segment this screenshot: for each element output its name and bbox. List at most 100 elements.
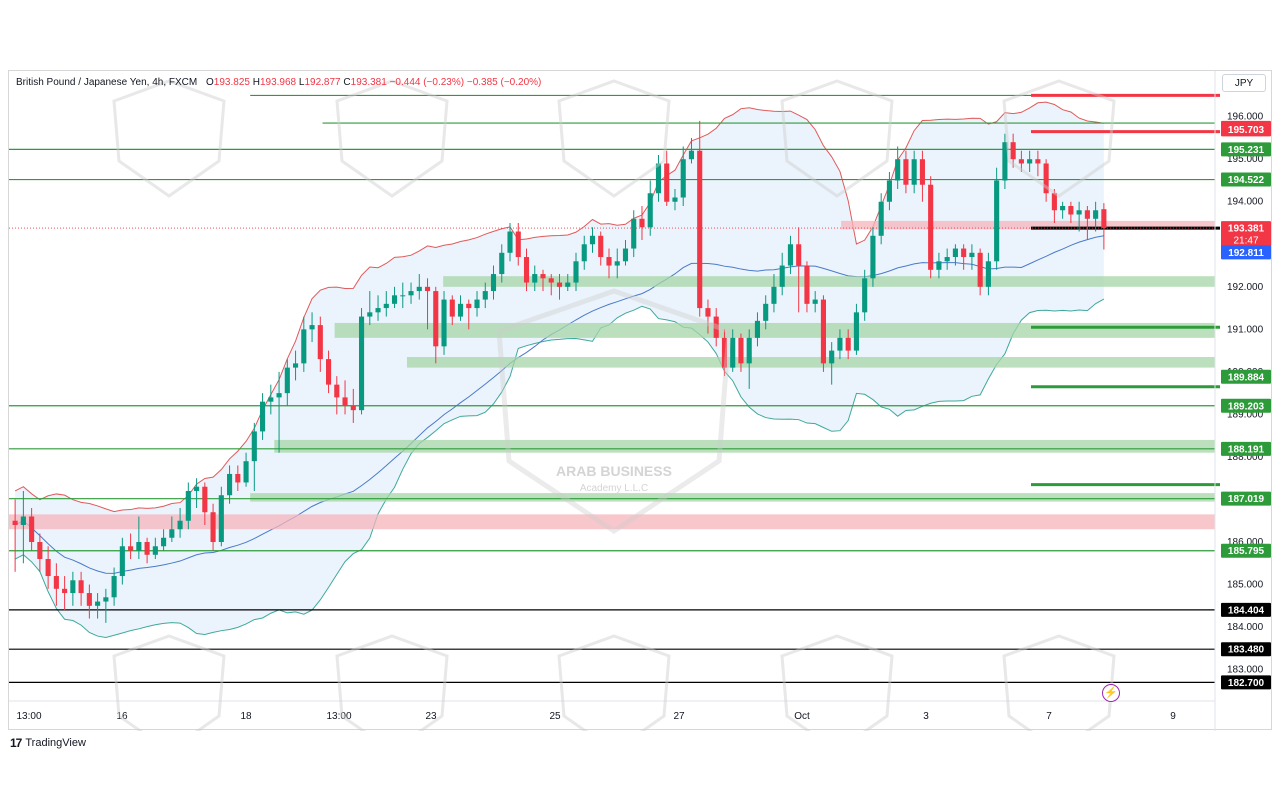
y-tick-11: 185.000 [1227,580,1264,591]
candle-body-49 [416,286,422,292]
candle-body-122 [1018,159,1024,164]
candle-body-115 [961,248,967,258]
candle-body-103 [862,278,868,313]
candle-body-90 [754,320,761,338]
candle-body-94 [787,244,794,266]
x-tick-5: 25 [549,711,561,722]
price-label-bg-11 [1221,602,1271,617]
currency-button[interactable]: JPY [1222,74,1266,92]
y-tick-10: 186.000 [1227,537,1264,548]
price-label-bg-1 [1221,122,1271,137]
price-label-2: 195.231 [1228,145,1265,156]
candle-body-29 [251,431,257,462]
price-label-4: 193.381 [1228,224,1265,235]
candle-body-44 [375,308,381,313]
candle-body-1 [20,516,26,525]
candle-body-19 [169,529,175,538]
candle-body-95 [796,244,802,266]
candle-body-98 [820,299,826,364]
watermark-shield-icon-5 [112,634,226,731]
candle-body-76 [639,218,645,228]
x-tick-6: 27 [673,711,685,722]
candle-body-10 [95,601,101,606]
candle-body-28 [243,461,249,483]
candle-body-61 [515,231,521,258]
candle-body-87 [730,337,736,368]
candle-body-12 [111,576,117,598]
watermark-shield-icon-4 [1002,79,1116,198]
candle-body-0 [12,520,18,525]
candle-body-67 [565,282,571,287]
y-tick-0: 196.000 [1227,112,1264,123]
candle-body-62 [523,257,530,283]
y-tick-8: 188.000 [1227,452,1264,463]
candle-body-25 [218,495,224,543]
candle-body-130 [1084,210,1090,219]
candle-body-99 [829,350,835,364]
candle-body-65 [548,278,554,283]
candle-body-125 [1043,163,1049,194]
price-label-bg-6 [1221,369,1271,384]
candle-body-85 [713,316,719,338]
candle-body-128 [1068,206,1074,215]
watermark-shield-icon-9 [1002,634,1116,731]
candle-body-71 [598,235,604,258]
candle-body-46 [391,295,398,304]
candle-body-38 [325,359,332,385]
change2-value: −0.385 (−0.20%) [466,77,542,88]
candle-body-123 [1027,159,1033,164]
candle-body-129 [1076,210,1082,215]
price-label-1: 195.703 [1228,125,1265,136]
candle-body-43 [367,312,373,317]
low-label: L [298,77,305,88]
candle-body-27 [235,473,241,483]
candle-body-74 [622,248,629,262]
candle-body-81 [680,159,686,198]
candle-body-34 [293,363,299,368]
candle-body-23 [202,486,208,513]
price-label-bg-13 [1221,675,1271,690]
lightning-icon[interactable]: ⚡ [1102,684,1120,702]
watermark-shield-icon-8 [780,634,894,731]
candle-body-59 [499,252,505,275]
price-label-bg-2 [1221,142,1271,157]
x-tick-8: 3 [923,711,929,722]
tradingview-mark-icon: 17 [10,736,22,750]
tradingview-logo[interactable]: 17 TradingView [10,736,86,750]
watermark-shield-icon-0 [112,79,226,198]
candle-body-114 [952,248,958,258]
price-label-13: 182.700 [1228,678,1265,689]
high-label: H [252,77,260,88]
candle-body-131 [1093,210,1099,219]
price-label-bg-4 [1221,221,1271,248]
candle-body-54 [457,303,464,317]
zone-2 [406,356,1216,368]
candle-body-8 [78,580,84,594]
watermark-shield-icon-3 [780,79,894,198]
candle-body-47 [400,295,406,297]
high-value: 193.968 [259,77,297,88]
watermark-shield-icon-7 [557,634,671,731]
candle-body-132 [1101,209,1107,229]
candle-body-86 [721,337,728,368]
price-label-bg-9 [1221,491,1271,506]
candle-body-26 [227,473,233,496]
y-tick-13: 183.000 [1227,665,1264,676]
candle-body-112 [936,261,942,270]
candle-body-39 [334,384,340,398]
candle-body-24 [210,512,216,543]
open-label: O [206,77,214,88]
zone-0 [443,276,1215,287]
candle-body-119 [994,180,1000,262]
candle-body-60 [507,231,513,253]
candle-body-31 [268,397,274,402]
low-value: 192.877 [304,77,341,88]
candle-body-120 [1002,142,1008,181]
candle-body-66 [556,282,563,287]
candle-body-15 [136,542,142,551]
watermark-shield-icon-2 [557,79,671,198]
chart-svg[interactable]: 196.000195.000194.000193.000192.000191.0… [9,71,1273,731]
candle-body-109 [911,159,917,185]
watermark-center-subtext: Academy L.L.C [580,483,648,494]
candle-body-84 [705,308,711,317]
